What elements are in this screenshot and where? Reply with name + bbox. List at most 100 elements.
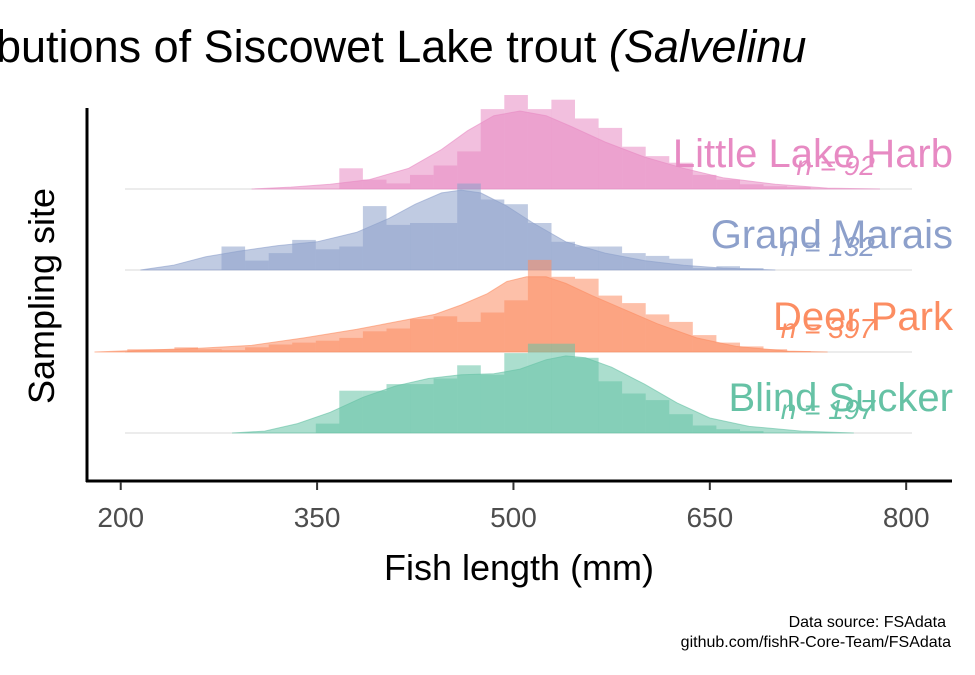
hist-bar bbox=[504, 300, 528, 352]
hist-bar bbox=[739, 268, 764, 270]
hist-bar bbox=[669, 258, 693, 270]
hist-bar bbox=[386, 224, 411, 270]
hist-bar bbox=[268, 253, 293, 270]
hist-bar bbox=[339, 168, 363, 189]
hist-bar bbox=[622, 303, 646, 352]
site-label-grand-marais: Grand Marais bbox=[711, 213, 953, 257]
x-tick-label: 200 bbox=[97, 502, 144, 533]
x-tick-label: 500 bbox=[490, 502, 537, 533]
hist-bar bbox=[598, 127, 623, 189]
hist-bar bbox=[221, 350, 246, 352]
hist-bar bbox=[457, 321, 481, 352]
hist-bar bbox=[480, 312, 505, 352]
hist-bar bbox=[645, 314, 670, 352]
hist-bar bbox=[551, 241, 575, 270]
hist-bar bbox=[575, 246, 599, 270]
hist-bar bbox=[504, 353, 528, 433]
hist-bar bbox=[527, 259, 552, 352]
hist-bar bbox=[480, 199, 505, 270]
hist-bar bbox=[527, 109, 552, 189]
hist-bar bbox=[457, 365, 481, 433]
hist-bar bbox=[127, 349, 151, 352]
hist-bar bbox=[198, 349, 222, 352]
hist-bar bbox=[527, 223, 552, 270]
hist-bar bbox=[362, 206, 387, 270]
hist-bar bbox=[362, 390, 387, 433]
hist-bar bbox=[716, 429, 740, 433]
chart-title-plain: butions of Siscowet Lake trout bbox=[0, 21, 609, 72]
hist-bar bbox=[575, 278, 599, 352]
hist-bar bbox=[504, 204, 528, 270]
hist-bar bbox=[480, 374, 505, 433]
hist-bar bbox=[315, 423, 340, 433]
hist-bar bbox=[527, 343, 552, 433]
site-label-deer-park: Deer Park bbox=[773, 295, 954, 339]
x-tick-label: 800 bbox=[883, 502, 930, 533]
hist-bar bbox=[245, 260, 269, 270]
hist-bar bbox=[457, 183, 481, 270]
hist-bar bbox=[763, 186, 788, 189]
hist-bar bbox=[433, 316, 458, 352]
site-label-blind-sucker: Blind Sucker bbox=[728, 376, 953, 420]
hist-bar bbox=[386, 384, 411, 433]
n-label-little-lake-harb: n = 92 bbox=[796, 150, 875, 181]
hist-bar bbox=[598, 381, 623, 433]
hist-bar bbox=[692, 335, 717, 352]
hist-bar bbox=[739, 431, 764, 433]
hist-bar bbox=[362, 331, 387, 352]
hist-bar bbox=[292, 239, 316, 270]
hist-bar bbox=[410, 384, 434, 433]
hist-bar bbox=[622, 146, 646, 189]
hist-bar bbox=[504, 95, 528, 189]
hist-bar bbox=[362, 179, 387, 189]
hist-bar bbox=[575, 357, 599, 433]
hist-bar bbox=[692, 174, 717, 189]
caption-url: github.com/fishR-Core-Team/FSAdata bbox=[681, 634, 951, 651]
hist-bar bbox=[645, 400, 670, 433]
hist-bar bbox=[480, 109, 505, 189]
hist-bar bbox=[268, 344, 293, 352]
hist-bar bbox=[433, 223, 458, 270]
hist-bar bbox=[622, 393, 646, 433]
hist-bar bbox=[787, 187, 811, 189]
hist-bar bbox=[174, 347, 198, 352]
hist-bar bbox=[669, 162, 693, 189]
hist-bar bbox=[339, 337, 363, 352]
hist-bar bbox=[551, 276, 575, 352]
hist-bar bbox=[787, 351, 811, 352]
hist-bar bbox=[457, 151, 481, 189]
hist-bar bbox=[622, 253, 646, 270]
hist-bar bbox=[410, 223, 434, 270]
hist-bar bbox=[763, 349, 788, 352]
hist-bar bbox=[739, 346, 764, 352]
hist-bar bbox=[339, 246, 363, 270]
x-tick-label: 350 bbox=[294, 502, 341, 533]
hist-bar bbox=[410, 319, 434, 352]
hist-bar bbox=[221, 246, 246, 270]
hist-bar bbox=[669, 414, 693, 433]
hist-bar bbox=[669, 321, 693, 352]
x-axis-title: Fish length (mm) bbox=[384, 547, 654, 588]
site-label-little-lake-harb: Little Lake Harb bbox=[673, 132, 953, 176]
hist-bar bbox=[292, 342, 316, 352]
hist-bar bbox=[433, 165, 458, 189]
chart-title: butions of Siscowet Lake trout (Salvelin… bbox=[0, 21, 806, 72]
hist-bar bbox=[645, 255, 670, 270]
hist-bar bbox=[245, 347, 269, 352]
hist-bar bbox=[739, 184, 764, 189]
n-label-grand-marais: n = 132 bbox=[781, 231, 876, 262]
hist-bar bbox=[433, 378, 458, 433]
n-label-blind-sucker: n = 197 bbox=[781, 394, 877, 425]
hist-bar bbox=[410, 174, 434, 189]
hist-bar bbox=[386, 183, 411, 189]
hist-bar bbox=[598, 295, 623, 352]
x-axis-ticks: 200 350 500 650 800 bbox=[97, 482, 930, 533]
x-tick-label: 650 bbox=[686, 502, 733, 533]
hist-bar bbox=[575, 118, 599, 189]
hist-bar bbox=[645, 156, 670, 189]
